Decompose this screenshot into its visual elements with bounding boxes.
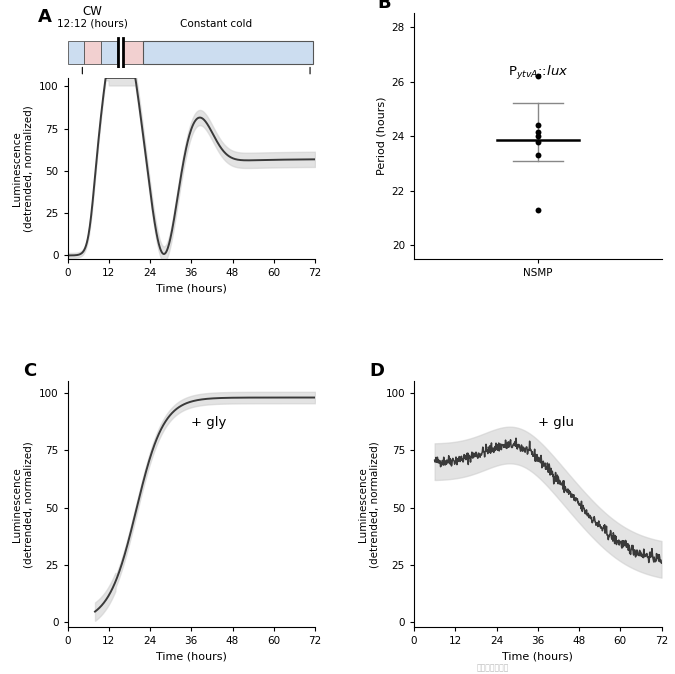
Point: [533, 136, 543, 147]
Point: [533, 120, 543, 131]
Y-axis label: Luminescence
(detrended, normalized): Luminescence (detrended, normalized): [11, 105, 33, 232]
Text: + gly: + gly: [191, 416, 227, 429]
X-axis label: Time (hours): Time (hours): [502, 651, 573, 661]
Bar: [123, 41, 143, 64]
Text: A: A: [38, 8, 52, 26]
Bar: [84, 41, 101, 64]
Point: [533, 150, 543, 160]
Text: 中国生物技术网: 中国生物技术网: [477, 664, 509, 673]
X-axis label: Time (hours): Time (hours): [156, 651, 227, 661]
X-axis label: Time (hours): Time (hours): [156, 283, 227, 293]
Text: Constant cold: Constant cold: [180, 19, 252, 29]
Bar: [101, 41, 117, 64]
Text: P$_{\mathit{ytvA}}$::$\mathit{lux}$: P$_{\mathit{ytvA}}$::$\mathit{lux}$: [508, 64, 568, 82]
Text: B: B: [377, 0, 391, 12]
Point: [533, 131, 543, 142]
Text: D: D: [369, 362, 385, 380]
Text: CW: CW: [82, 5, 102, 18]
Y-axis label: Luminescence
(detrended, normalized): Luminescence (detrended, normalized): [358, 441, 380, 568]
Text: 12:12 (hours): 12:12 (hours): [57, 19, 128, 29]
Y-axis label: Luminescence
(detrended, normalized): Luminescence (detrended, normalized): [11, 441, 33, 568]
Point: [533, 204, 543, 215]
Text: + glu: + glu: [538, 416, 574, 429]
Text: C: C: [23, 362, 36, 380]
Point: [533, 71, 543, 82]
Y-axis label: Period (hours): Period (hours): [376, 97, 386, 175]
Point: [533, 127, 543, 137]
Bar: [143, 41, 313, 64]
Bar: [68, 41, 84, 64]
